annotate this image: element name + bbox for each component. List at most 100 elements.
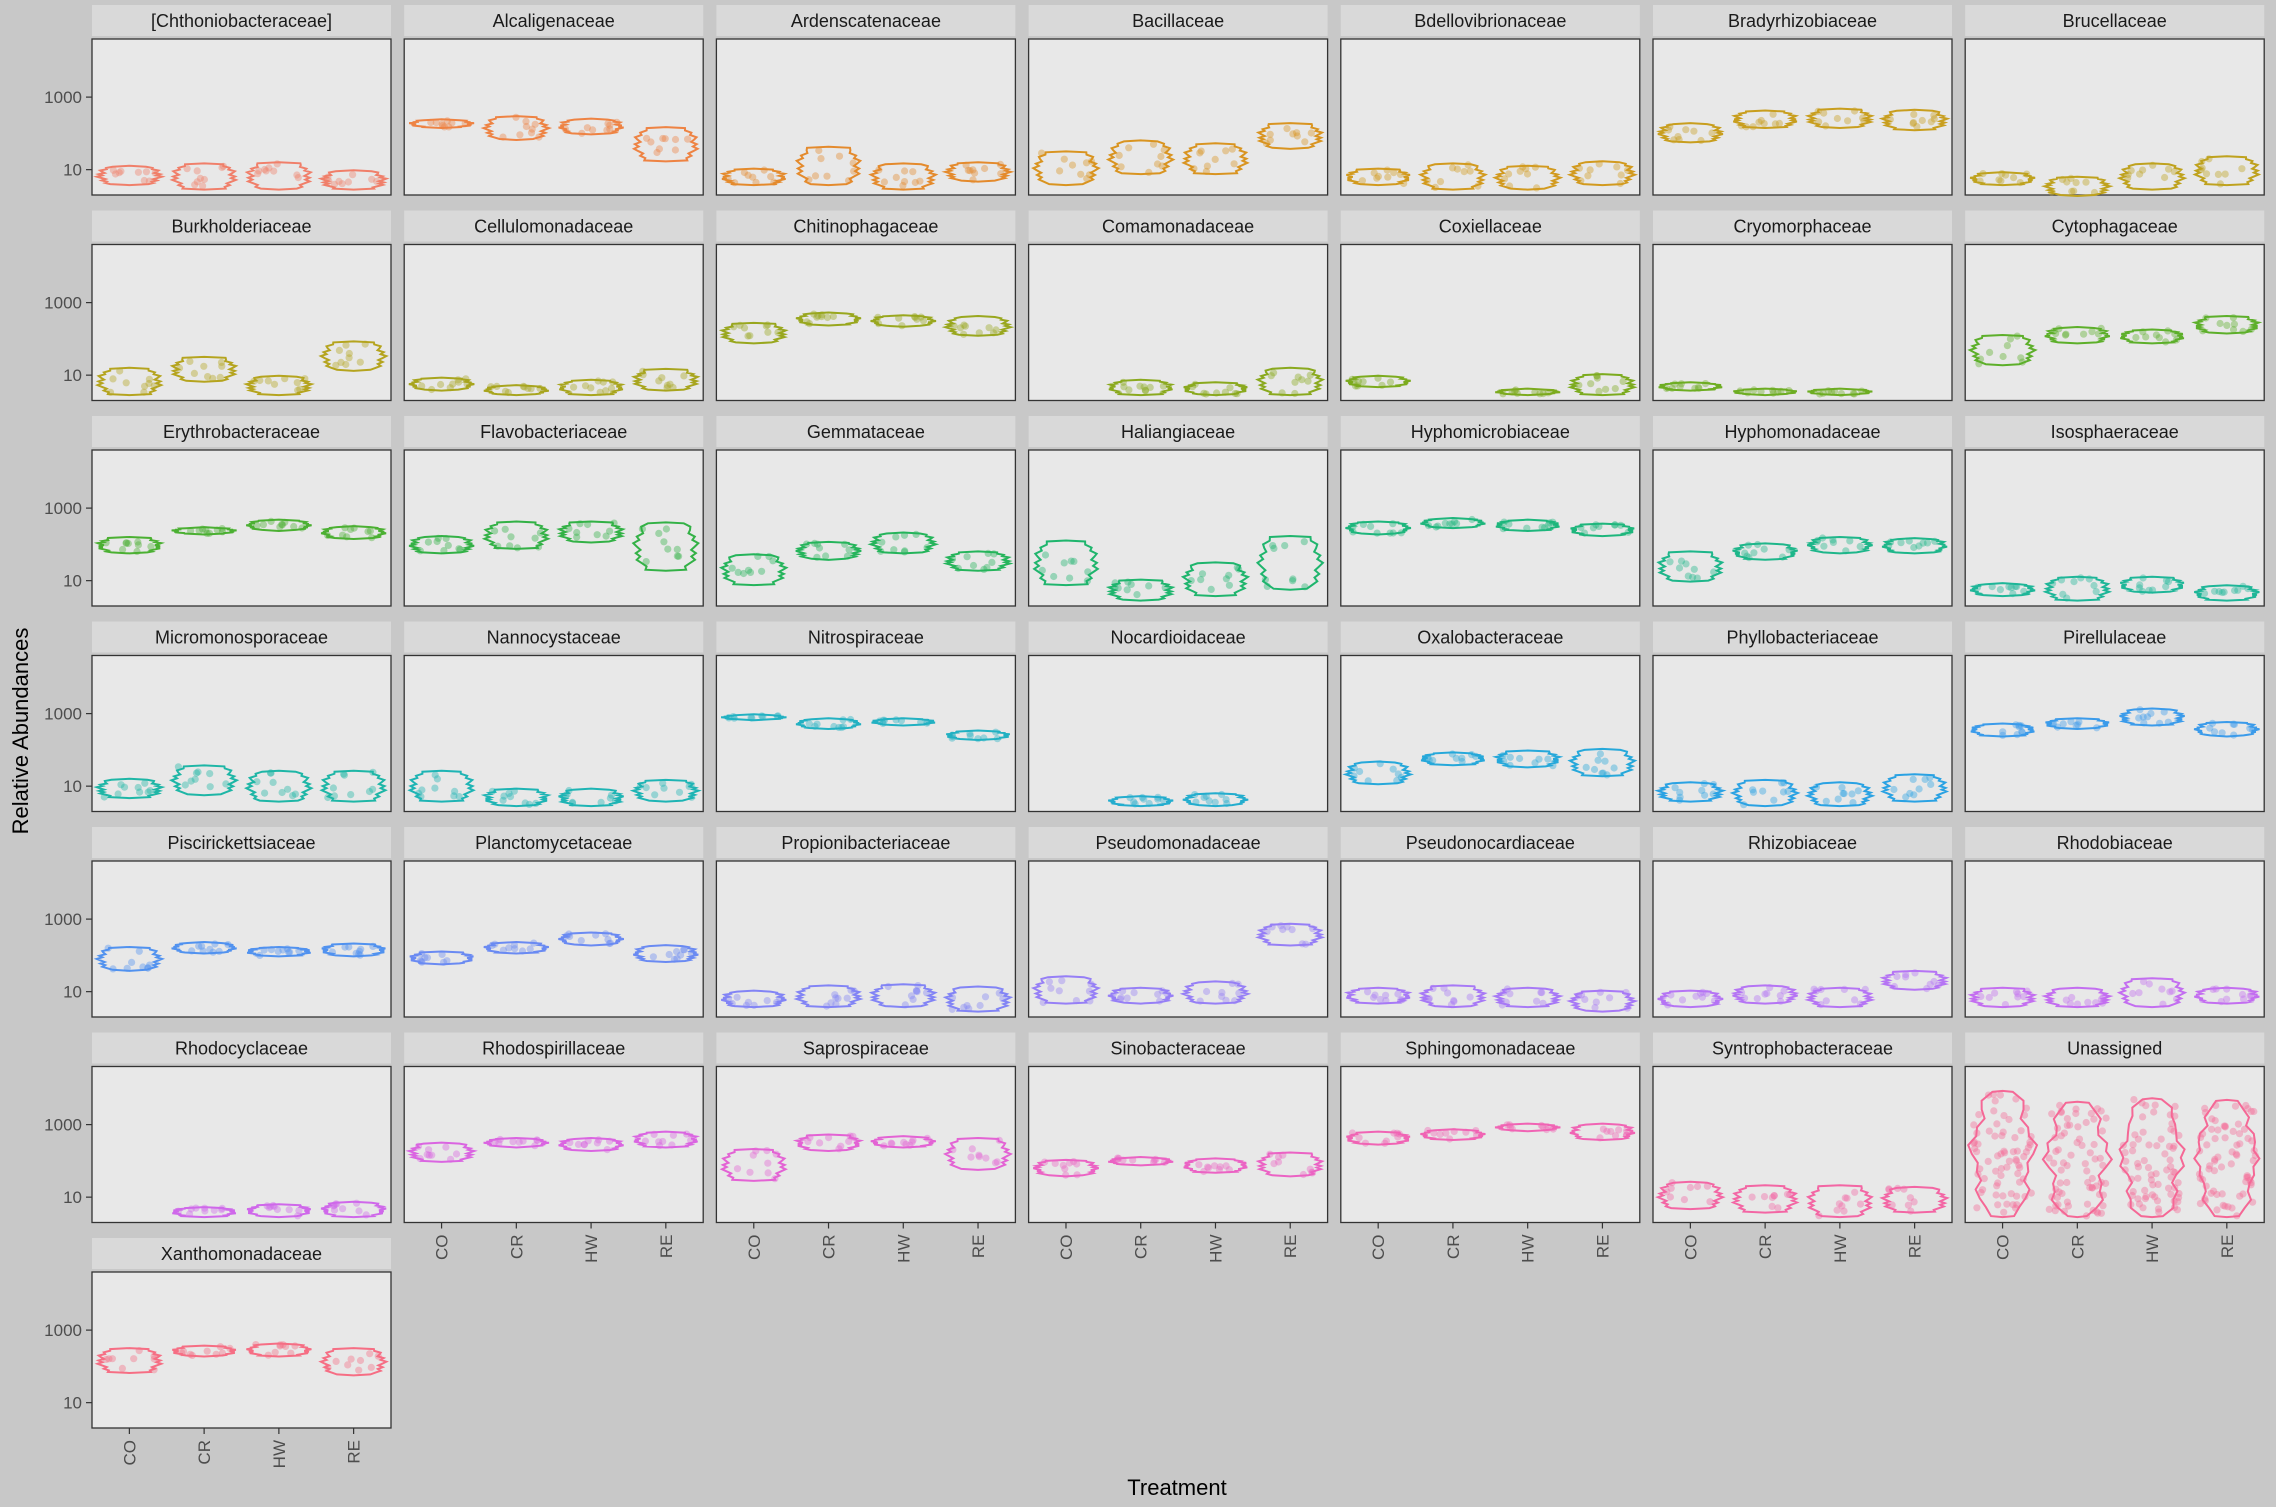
data-point [119,545,127,554]
data-point [1703,989,1711,998]
data-point [671,146,680,154]
data-point [364,527,372,536]
data-point [2099,1191,2107,1199]
data-point [209,374,217,382]
data-point [333,1200,341,1208]
data-point [264,1351,272,1359]
data-point [505,944,513,952]
data-point [2072,1109,2080,1118]
data-point [669,383,677,392]
data-point [442,1143,450,1151]
data-point [525,800,533,809]
facet-panel [403,449,704,607]
y-tick-label: 10 [63,161,82,180]
violin-HW [1179,980,1252,1005]
facet-panel [403,38,704,196]
data-point [2247,1181,2255,1189]
data-point [2009,1201,2017,1209]
data-point [2214,1126,2222,1134]
violin-RE [2194,986,2260,1005]
data-point [1468,515,1476,524]
data-point [329,784,337,792]
data-point [329,1202,338,1210]
data-point [1291,389,1299,398]
data-point [267,517,275,526]
data-point [832,1000,840,1008]
data-point [324,173,332,181]
data-point [461,120,469,128]
data-point [740,569,748,578]
data-point [1131,800,1139,808]
data-point [117,781,125,789]
data-point [1840,790,1848,798]
x-tick-label: RE [1906,1235,1925,1259]
data-point [2094,330,2103,338]
data-point [1425,522,1433,530]
data-point [332,361,340,369]
data-point [1999,728,2007,736]
data-point [2022,1148,2030,1156]
data-point [2135,1200,2143,1208]
data-point [455,378,463,386]
facet-strip [1653,621,1952,653]
data-point [2014,990,2022,998]
data-point [2015,721,2023,730]
data-point [1909,119,1918,127]
data-point [2228,1148,2236,1156]
data-point [117,167,125,175]
data-point [774,712,782,720]
data-point [688,793,696,801]
facet-strip [1028,1032,1328,1064]
data-point [2244,585,2252,593]
data-point [1915,542,1923,550]
data-point [1444,989,1452,997]
data-point [594,377,602,385]
facet-panel [1027,38,1329,196]
data-point [666,380,674,388]
x-tick-label: CR [1132,1235,1151,1260]
data-point [2012,988,2021,996]
x-tick-label: CO [1057,1235,1076,1261]
data-point [250,377,258,385]
data-point [1819,389,1827,397]
data-point [341,524,349,532]
data-point [434,534,442,542]
data-point [744,332,752,340]
data-point [1061,1165,1069,1173]
data-point [2169,1168,2177,1176]
data-point [2128,1191,2136,1200]
data-point [298,524,306,532]
data-point [2057,1107,2065,1116]
data-point [1197,147,1205,155]
facet-title: Bacillaceae [1132,11,1224,31]
data-point [1378,381,1386,389]
x-tick-label: HW [582,1235,601,1263]
data-point [1769,389,1777,397]
data-point [1615,1126,1623,1134]
data-point [658,374,666,382]
data-point [1197,576,1205,584]
data-point [2195,1170,2204,1178]
data-point [911,313,919,321]
data-point [2229,314,2237,322]
data-point [222,780,230,788]
facet-title: Oxalobacteraceae [1417,628,1563,648]
data-point [1910,543,1918,552]
data-point [1117,994,1125,1002]
data-point [2050,1159,2058,1167]
data-point [1376,760,1384,768]
data-point [2243,1172,2251,1180]
data-point [587,384,595,392]
data-point [1466,993,1474,1001]
data-point [1225,1166,1233,1174]
data-point [592,931,600,939]
data-point [1301,138,1309,146]
data-point [1059,1161,1067,1169]
data-point [1744,541,1752,549]
data-point [195,942,203,950]
data-point [887,1139,895,1147]
facet-panel [403,243,704,402]
violin-HW [246,1342,312,1358]
data-point [655,377,663,385]
data-point [515,1138,523,1146]
